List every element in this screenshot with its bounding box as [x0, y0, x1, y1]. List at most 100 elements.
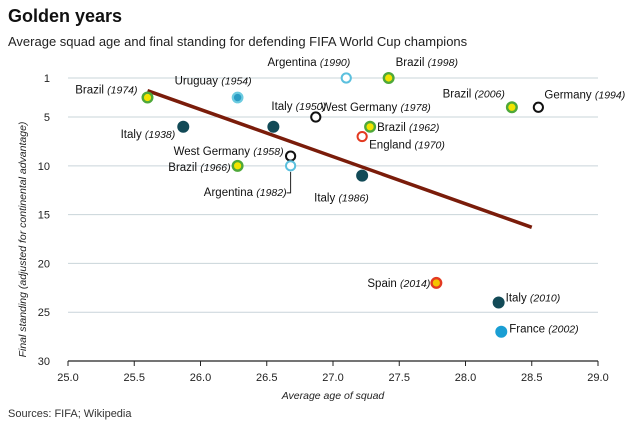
point-label: Uruguay (1954): [175, 76, 252, 88]
leader-line: [286, 171, 292, 194]
chart-subtitle: Average squad age and final standing for…: [8, 34, 468, 49]
point-label-year: (2010): [530, 292, 560, 304]
x-tick-label: 27.5: [389, 372, 410, 384]
point-label-year: (1958): [253, 146, 283, 158]
point-label: Brazil (1966): [168, 162, 230, 174]
x-tick-label: 25.0: [57, 372, 78, 384]
data-point: [310, 111, 322, 123]
data-point: [495, 325, 508, 338]
point-label-year: (2006): [475, 88, 505, 100]
point-label-team: France: [509, 324, 548, 336]
x-tick-label: 27.0: [322, 372, 343, 384]
point-label-year: (1994): [595, 89, 625, 101]
point-label-year: (1954): [221, 76, 251, 88]
y-axis-title: Final standing (adjusted for continental…: [17, 122, 29, 358]
point-label: Brazil (1962): [377, 122, 439, 134]
point-label-year: (1962): [409, 122, 439, 134]
data-point: [505, 101, 518, 114]
data-point: [356, 130, 368, 143]
point-label: France (2002): [509, 324, 578, 336]
point-label: Brazil (2006): [443, 88, 505, 100]
point-label-year: (2014): [400, 278, 430, 290]
y-tick-label: 1: [44, 73, 50, 85]
data-point: [285, 150, 297, 162]
point-label-year: (1938): [145, 129, 175, 141]
point-label-team: Germany: [544, 89, 595, 101]
y-tick-label: 20: [38, 258, 50, 270]
data-point: [177, 120, 190, 133]
point-label-team: Spain: [367, 278, 400, 290]
point-labels: Brazil (1974)Uruguay (1954)Italy (1938)I…: [75, 57, 625, 336]
point-label-year: (1978): [400, 102, 430, 114]
point-label-team: Argentina: [267, 57, 319, 69]
point-label: Italy (1950): [271, 101, 326, 113]
data-point: [532, 101, 544, 113]
point-label: Brazil (1998): [396, 57, 458, 69]
chart-title: Golden years: [8, 6, 123, 26]
point-label-year: (1998): [428, 57, 458, 69]
point-label-year: (1974): [107, 85, 137, 97]
gridlines: [68, 77, 598, 362]
x-axis: 25.0 25.5 26.0 26.5 27.0 27.5 28.0 28.5 29.0: [57, 360, 609, 384]
y-tick-label: 30: [38, 356, 50, 368]
x-tick-label: 25.5: [124, 372, 145, 384]
y-tick-label: 15: [38, 210, 50, 222]
point-label-year: (1950): [296, 101, 326, 113]
point-label-team: Uruguay: [175, 76, 222, 88]
data-point: [430, 276, 443, 289]
point-label-team: Italy: [121, 129, 145, 141]
point-label: Argentina (1982): [204, 187, 287, 199]
point-label: Italy (2010): [506, 292, 561, 304]
data-point: [382, 71, 395, 84]
x-tick-label: 28.5: [521, 372, 542, 384]
point-label-year: (1966): [200, 162, 230, 174]
x-tick-label: 26.0: [190, 372, 211, 384]
trend-line: [146, 89, 533, 229]
data-point: [231, 91, 244, 104]
x-axis-title: Average age of squad: [281, 390, 386, 402]
data-point: [267, 120, 280, 133]
point-label-team: Italy: [271, 101, 295, 113]
data-points: [141, 71, 544, 338]
point-label-team: Italy: [506, 292, 530, 304]
point-label: West Germany (1958): [174, 146, 284, 158]
point-label-team: Brazil: [168, 162, 200, 174]
label-leader-lines: [286, 171, 292, 194]
point-label-team: Brazil: [443, 88, 475, 100]
point-label-year: (1990): [320, 57, 350, 69]
y-tick-label: 25: [38, 307, 50, 319]
point-label: Germany (1994): [544, 89, 625, 101]
data-point: [141, 91, 154, 104]
trend-line-group: [146, 89, 533, 229]
point-label-year: (1982): [256, 187, 286, 199]
x-tick-label: 26.5: [256, 372, 277, 384]
point-label-team: England: [369, 140, 414, 152]
source-note: Sources: FIFA; Wikipedia: [8, 408, 132, 420]
x-tick-label: 29.0: [587, 372, 608, 384]
point-label-team: Brazil: [377, 122, 409, 134]
point-label: Argentina (1990): [267, 57, 350, 69]
point-label-team: West Germany: [174, 146, 254, 158]
point-label-team: Argentina: [204, 187, 256, 199]
point-label: Brazil (1974): [75, 85, 137, 97]
data-point: [285, 160, 297, 172]
data-point: [364, 120, 377, 133]
point-label-team: West Germany: [321, 102, 401, 114]
point-label: England (1970): [369, 140, 445, 152]
point-label-year: (2002): [548, 324, 578, 336]
data-point: [492, 296, 505, 309]
point-label-year: (1970): [415, 140, 445, 152]
data-point: [231, 159, 244, 172]
y-tick-label: 10: [38, 161, 50, 173]
point-label-team: Brazil: [75, 85, 107, 97]
x-tick-label: 28.0: [455, 372, 476, 384]
y-tick-label: 5: [44, 112, 50, 124]
point-label-team: Italy: [314, 193, 338, 205]
data-point: [356, 169, 369, 182]
point-label-year: (1986): [338, 193, 368, 205]
point-label: West Germany (1978): [321, 102, 431, 114]
point-label: Italy (1986): [314, 193, 369, 205]
point-label-team: Brazil: [396, 57, 428, 69]
